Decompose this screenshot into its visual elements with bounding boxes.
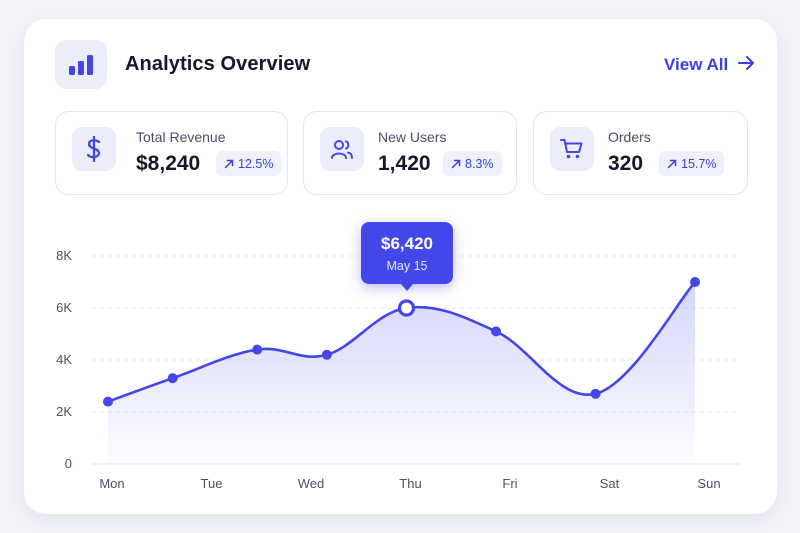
data-point[interactable] (252, 344, 263, 355)
change-badge: 8.3% (443, 151, 502, 176)
y-tick-label: 0 (65, 456, 72, 471)
stat-label: Orders (608, 129, 651, 145)
stat-value: $8,240 (136, 152, 201, 175)
x-tick-label: Mon (99, 476, 124, 491)
view-all-label: View All (664, 55, 729, 74)
data-point[interactable] (491, 326, 502, 337)
arrow-right-icon (738, 55, 755, 75)
x-tick-label: Thu (399, 476, 421, 491)
chart-tooltip: $6,420 May 15 (361, 222, 453, 291)
change-value: 15.7% (681, 156, 717, 171)
change-badge: 12.5% (216, 151, 282, 176)
users-icon (320, 127, 364, 171)
stat-value: 1,420 (378, 152, 431, 175)
data-point[interactable] (103, 396, 113, 407)
bar-chart-icon (55, 40, 107, 89)
y-tick-label: 4K (56, 352, 72, 367)
x-tick-label: Wed (298, 476, 325, 491)
stat-card-orders: Orders 320 15.7% (533, 111, 748, 195)
cart-icon (550, 127, 594, 171)
data-point[interactable] (321, 349, 332, 360)
data-point[interactable] (167, 373, 178, 384)
y-tick-label: 8K (56, 248, 72, 263)
stat-value: 320 (608, 152, 644, 175)
change-value: 12.5% (238, 156, 274, 171)
y-tick-label: 2K (56, 404, 72, 419)
arrow-up-right-icon (224, 159, 234, 168)
view-all-link[interactable]: View All (664, 55, 755, 75)
x-tick-label: Sun (697, 476, 720, 491)
page-title: Analytics Overview (125, 53, 311, 75)
highlighted-point[interactable] (397, 299, 416, 317)
arrow-up-right-icon (451, 159, 461, 168)
tooltip-date: May 15 (386, 259, 428, 273)
y-tick-label: 6K (56, 300, 72, 315)
change-badge: 15.7% (659, 151, 725, 176)
series-area (108, 282, 696, 464)
data-point[interactable] (590, 388, 601, 399)
change-value: 8.3% (465, 156, 494, 171)
stat-label: New Users (378, 129, 447, 145)
dollar-icon (72, 127, 116, 171)
stat-card-revenue: Total Revenue $8,240 12.5% (55, 111, 288, 195)
stat-card-users: New Users 1,420 8.3% (303, 111, 517, 195)
stat-label: Total Revenue (136, 129, 226, 145)
x-tick-label: Tue (201, 476, 223, 491)
x-tick-label: Fri (502, 476, 517, 491)
arrow-up-right-icon (667, 159, 677, 168)
data-point[interactable] (690, 277, 701, 287)
x-tick-label: Sat (600, 476, 620, 491)
tooltip-value: $6,420 (381, 234, 433, 253)
